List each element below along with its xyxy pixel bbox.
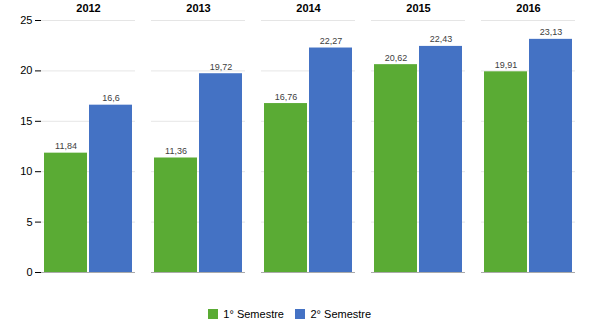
svg-text:20,62: 20,62 (385, 53, 408, 63)
svg-text:22,43: 22,43 (430, 34, 453, 44)
svg-text:16,76: 16,76 (275, 92, 298, 102)
svg-text:2012: 2012 (76, 2, 100, 14)
svg-text:23,13: 23,13 (540, 27, 563, 37)
svg-text:10: 10 (20, 165, 32, 177)
svg-text:2013: 2013 (186, 2, 210, 14)
svg-text:2014: 2014 (296, 2, 321, 14)
svg-text:15: 15 (20, 115, 32, 127)
svg-text:19,91: 19,91 (495, 60, 518, 70)
svg-text:16,6: 16,6 (102, 93, 120, 103)
html-text:2° Semestre: 2° Semestre (310, 307, 372, 320)
svg-text:11,84: 11,84 (55, 141, 77, 151)
svg-text:25: 25 (20, 14, 32, 26)
svg-text:0: 0 (26, 266, 32, 278)
svg-text:2015: 2015 (406, 2, 430, 14)
svg-text:20: 20 (20, 64, 32, 76)
svg-text:19,72: 19,72 (210, 62, 233, 72)
svg-text:2016: 2016 (516, 2, 540, 14)
html-text:1° Semestre: 1° Semestre (223, 307, 284, 320)
svg-text:5: 5 (26, 216, 32, 228)
svg-text:22,27: 22,27 (320, 36, 343, 46)
svg-text:11,36: 11,36 (165, 146, 187, 156)
